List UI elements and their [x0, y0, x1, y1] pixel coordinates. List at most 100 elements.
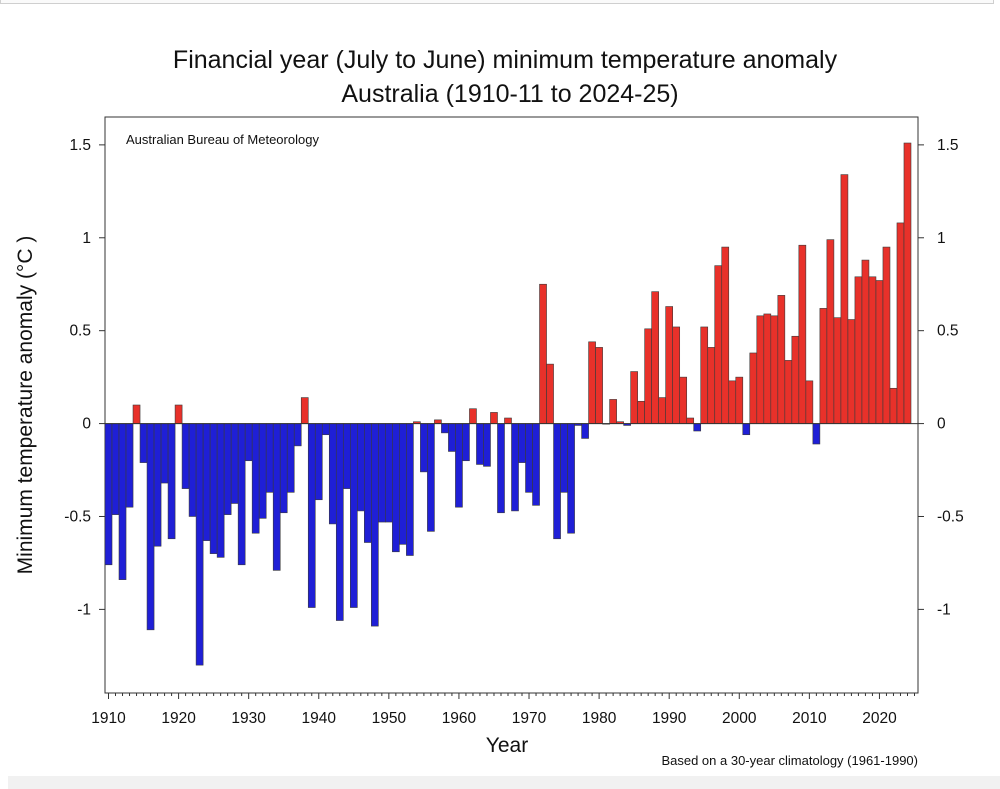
bar-1910 — [104, 423, 113, 566]
bar-2004 — [763, 313, 772, 424]
bar-2024 — [903, 142, 912, 424]
bar-1999 — [728, 380, 737, 424]
bar-1985 — [630, 371, 638, 424]
bars-group — [104, 142, 912, 666]
bar-1929 — [237, 423, 246, 566]
x-axis: 1910 1920 1930 1940 1950 1960 1970 1980 1990 2000… — [91, 693, 915, 727]
bar-1991 — [672, 326, 681, 424]
bar-2007 — [784, 360, 793, 424]
bar-1911 — [111, 423, 120, 515]
bar-1950 — [385, 423, 393, 523]
y-tick-label-right: -1 — [937, 601, 951, 618]
bar-1970 — [525, 423, 533, 493]
x-tick-label: 2010 — [792, 710, 827, 727]
bar-2009 — [798, 244, 807, 424]
bar-1958 — [441, 423, 449, 434]
bar-1951 — [392, 423, 400, 553]
bar-1990 — [665, 306, 674, 424]
y-tick-label-right: -0.5 — [937, 508, 964, 525]
bar-1917 — [153, 423, 162, 547]
bar-1995 — [700, 326, 709, 424]
bar-1914 — [132, 404, 141, 424]
bar-1930 — [244, 423, 253, 462]
bar-2015 — [840, 174, 849, 424]
bar-1976 — [567, 423, 575, 534]
climatology-footnote: Based on a 30-year climatology (1961-199… — [661, 753, 918, 768]
x-tick-label: 1960 — [442, 710, 477, 727]
bar-2022 — [889, 387, 898, 424]
bar-1967 — [504, 417, 512, 424]
bar-1915 — [139, 423, 148, 463]
y-tick-label-right: 1.5 — [937, 137, 959, 154]
bar-1972 — [539, 283, 547, 424]
bar-1952 — [399, 423, 407, 545]
bar-2001 — [742, 423, 751, 436]
bar-1982 — [609, 399, 617, 424]
x-tick-label: 1980 — [582, 710, 617, 727]
bar-1931 — [251, 423, 260, 534]
bar-1978 — [581, 423, 589, 439]
bar-1963 — [476, 423, 484, 465]
bar-1974 — [553, 423, 561, 540]
bar-2012 — [819, 308, 828, 424]
x-tick-label: 1950 — [372, 710, 407, 727]
bar-2013 — [826, 239, 835, 424]
bar-1946 — [357, 423, 365, 512]
bar-1921 — [181, 423, 190, 489]
bar-1923 — [195, 423, 204, 666]
bar-2010 — [805, 380, 814, 424]
bar-2011 — [812, 423, 821, 445]
y-axis-left: 1.5 1 0.5 0 -0.5 -1 — [64, 137, 105, 618]
bar-1926 — [216, 423, 225, 558]
bar-1955 — [420, 423, 428, 473]
y-tick-label-right: 0.5 — [937, 323, 959, 340]
bar-1959 — [448, 423, 456, 452]
bar-1998 — [721, 246, 730, 424]
y-tick-label-right: 0 — [937, 416, 946, 433]
x-tick-label: 1920 — [161, 710, 196, 727]
chart-subtitle: Australia (1910-11 to 2024-25) — [341, 80, 678, 108]
bar-1989 — [658, 397, 666, 424]
top-frame — [0, 0, 994, 4]
bar-1939 — [307, 423, 316, 608]
bar-1965 — [490, 412, 498, 424]
bar-1937 — [293, 423, 302, 447]
y-axis-label: Minimum temperature anomaly (°C ) — [14, 236, 37, 575]
x-tick-label: 1990 — [652, 710, 687, 727]
bar-1935 — [279, 423, 288, 514]
bar-2000 — [735, 376, 744, 424]
x-tick-label: 2000 — [722, 710, 757, 727]
bar-1993 — [686, 417, 695, 424]
bar-1961 — [462, 423, 470, 462]
bar-1913 — [125, 423, 134, 508]
bar-1919 — [167, 423, 176, 540]
bar-2017 — [854, 276, 863, 424]
bar-1936 — [286, 423, 295, 493]
bar-1947 — [364, 423, 372, 543]
bar-1962 — [469, 408, 477, 424]
y-tick-label-right: 1 — [937, 230, 946, 247]
bar-1922 — [188, 423, 197, 517]
y-tick-label-left: 1.5 — [69, 137, 91, 154]
bar-1934 — [272, 423, 281, 571]
bar-1927 — [223, 423, 232, 515]
bar-1928 — [230, 423, 239, 504]
bar-2003 — [756, 315, 765, 424]
chart-title: Financial year (July to June) minimum te… — [173, 46, 838, 74]
bar-1994 — [693, 423, 702, 432]
bar-1966 — [497, 423, 505, 514]
bar-2016 — [847, 319, 856, 424]
bar-1997 — [714, 265, 723, 424]
y-tick-label-left: -1 — [77, 601, 91, 618]
bar-1964 — [483, 423, 491, 467]
bar-1932 — [258, 423, 267, 519]
bar-1969 — [518, 423, 526, 463]
bar-1944 — [342, 423, 351, 489]
bar-1925 — [209, 423, 218, 554]
y-tick-label-left: 1 — [82, 230, 91, 247]
bar-1987 — [644, 328, 652, 424]
bar-1945 — [349, 423, 358, 608]
bar-1957 — [434, 419, 442, 424]
bar-1960 — [455, 423, 463, 508]
bar-2002 — [749, 352, 758, 424]
